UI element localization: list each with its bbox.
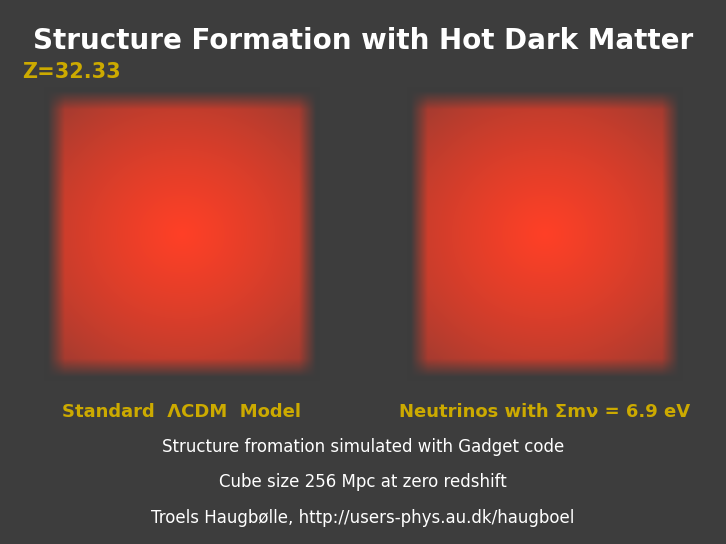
Text: Neutrinos with Σmν = 6.9 eV: Neutrinos with Σmν = 6.9 eV (399, 403, 690, 421)
Text: Structure Formation with Hot Dark Matter: Structure Formation with Hot Dark Matter (33, 27, 693, 55)
Text: Cube size 256 Mpc at zero redshift: Cube size 256 Mpc at zero redshift (219, 473, 507, 491)
Text: Structure fromation simulated with Gadget code: Structure fromation simulated with Gadge… (162, 438, 564, 456)
Text: Z=32.33: Z=32.33 (22, 61, 121, 82)
Text: Standard  ΛCDM  Model: Standard ΛCDM Model (62, 403, 301, 421)
Text: Troels Haugbølle, http://users-phys.au.dk/haugboel: Troels Haugbølle, http://users-phys.au.d… (151, 509, 575, 527)
